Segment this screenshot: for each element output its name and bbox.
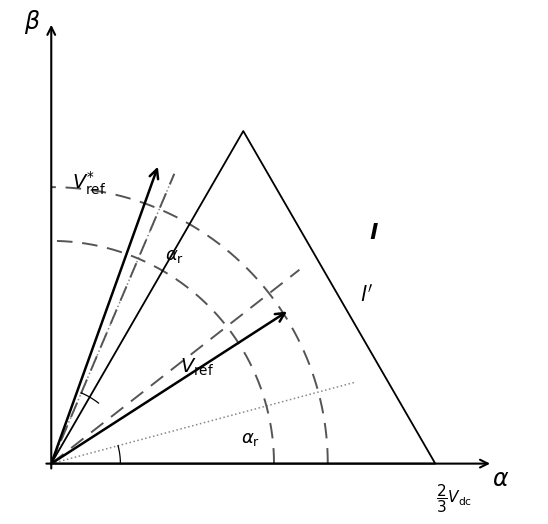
Text: $\alpha_{\mathrm{r}}$: $\alpha_{\mathrm{r}}$ — [164, 247, 184, 265]
Text: $V^{*}_{\mathrm{ref}}$: $V^{*}_{\mathrm{ref}}$ — [72, 170, 107, 197]
Text: $\alpha$: $\alpha$ — [492, 467, 509, 491]
Text: $V_{\mathrm{ref}}$: $V_{\mathrm{ref}}$ — [180, 357, 214, 378]
Text: $\boldsymbol{l}$: $\boldsymbol{l}$ — [369, 223, 379, 243]
Text: $\alpha_{\mathrm{r}}$: $\alpha_{\mathrm{r}}$ — [242, 430, 260, 447]
Text: $\beta$: $\beta$ — [24, 8, 40, 36]
Text: $\dfrac{2}{3}V_{\mathrm{dc}}$: $\dfrac{2}{3}V_{\mathrm{dc}}$ — [436, 482, 472, 515]
Text: $\boldsymbol{l'}$: $\boldsymbol{l'}$ — [359, 283, 373, 305]
